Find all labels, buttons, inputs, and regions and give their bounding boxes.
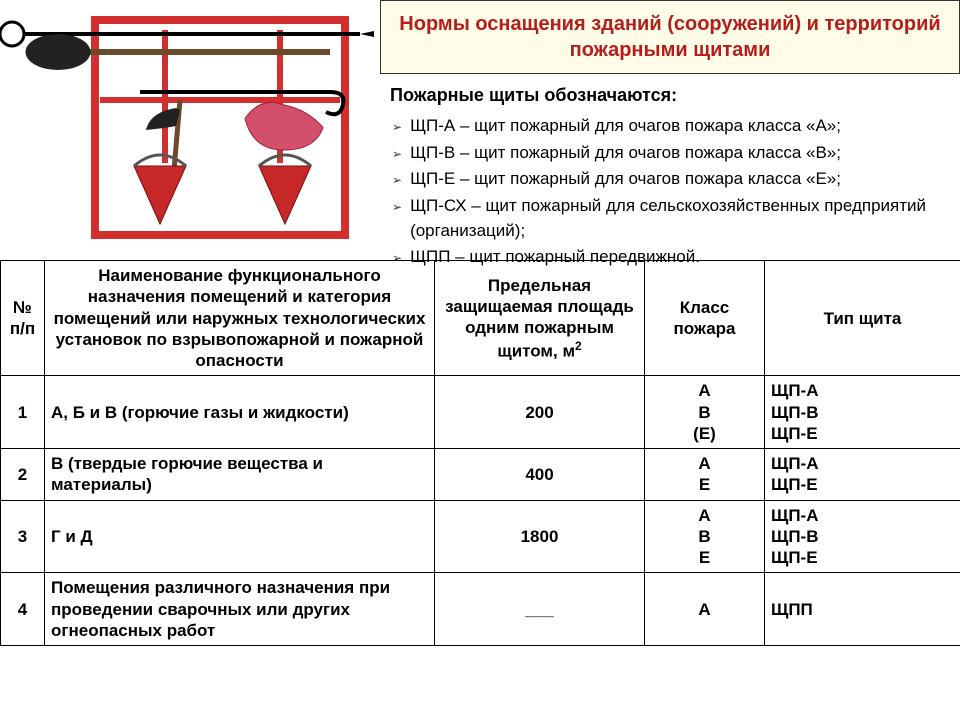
bullet-icon: ➢ — [392, 250, 402, 267]
cell-class: А В (Е) — [645, 376, 765, 449]
cell-type: ЩП-А ЩП-В ЩП-Е — [765, 500, 960, 573]
cell-class: А Е — [645, 449, 765, 501]
cell-num: 4 — [1, 573, 45, 646]
fire-shield-illustration — [0, 0, 380, 260]
cell-num: 1 — [1, 376, 45, 449]
bullet-icon: ➢ — [392, 119, 402, 136]
bullet-icon: ➢ — [392, 199, 402, 216]
bullet-icon: ➢ — [392, 146, 402, 163]
th-type: Тип щита — [765, 261, 960, 376]
table-row: 1А, Б и В (горючие газы и жидкости)200А … — [1, 376, 960, 449]
table-row: 2В (твердые горючие вещества и материалы… — [1, 449, 960, 501]
page-title: Нормы оснащения зданий (сооружений) и те… — [380, 0, 960, 74]
cell-type: ЩПП — [765, 573, 960, 646]
cell-area: ___ — [435, 573, 645, 646]
legend-item: ➢ ЩП-А – щит пожарный для очагов пожара к… — [390, 114, 950, 139]
cell-num: 3 — [1, 500, 45, 573]
legend-text: ЩПП – щит пожарный передвижной. — [410, 245, 950, 270]
cell-name: Помещения различного назначения при пров… — [45, 573, 435, 646]
cell-type: ЩП-А ЩП-В ЩП-Е — [765, 376, 960, 449]
cell-area: 200 — [435, 376, 645, 449]
cell-name: А, Б и В (горючие газы и жидкости) — [45, 376, 435, 449]
legend-text: ЩП-А – щит пожарный для очагов пожара кл… — [410, 114, 950, 139]
th-area: Предельная защищаемая площадь одним пожа… — [435, 261, 645, 376]
table-row: 4Помещения различного назначения при про… — [1, 573, 960, 646]
cell-name: Г и Д — [45, 500, 435, 573]
th-num: № п/п — [1, 261, 45, 376]
cell-num: 2 — [1, 449, 45, 501]
legend-item: ➢ ЩП-СХ – щит пожарный для сельскохозяйст… — [390, 194, 950, 243]
legend-text: ЩП-В – щит пожарный для очагов пожара кл… — [410, 141, 950, 166]
table-header-row: № п/п Наименование функционального назна… — [1, 261, 960, 376]
legend-item: ➢ ЩП-Е – щит пожарный для очагов пожара к… — [390, 167, 950, 192]
th-class: Класс пожара — [645, 261, 765, 376]
bullet-icon: ➢ — [392, 172, 402, 189]
norms-table: № п/п Наименование функционального назна… — [0, 260, 960, 646]
legend-item: ➢ ЩПП – щит пожарный передвижной. — [390, 245, 950, 270]
cell-area: 1800 — [435, 500, 645, 573]
legend-text: ЩП-СХ – щит пожарный для сельскохозяйств… — [410, 194, 950, 243]
legend-item: ➢ ЩП-В – щит пожарный для очагов пожара к… — [390, 141, 950, 166]
cell-area: 400 — [435, 449, 645, 501]
th-name: Наименование функционального назначения … — [45, 261, 435, 376]
cell-type: ЩП-А ЩП-Е — [765, 449, 960, 501]
legend: Пожарные щиты обозначаются: ➢ ЩП-А – щит … — [380, 74, 960, 272]
cell-class: А В Е — [645, 500, 765, 573]
legend-heading: Пожарные щиты обозначаются: — [390, 82, 950, 108]
table-row: 3Г и Д1800А В ЕЩП-А ЩП-В ЩП-Е — [1, 500, 960, 573]
cell-class: А — [645, 573, 765, 646]
legend-text: ЩП-Е – щит пожарный для очагов пожара кл… — [410, 167, 950, 192]
cell-name: В (твердые горючие вещества и материалы) — [45, 449, 435, 501]
